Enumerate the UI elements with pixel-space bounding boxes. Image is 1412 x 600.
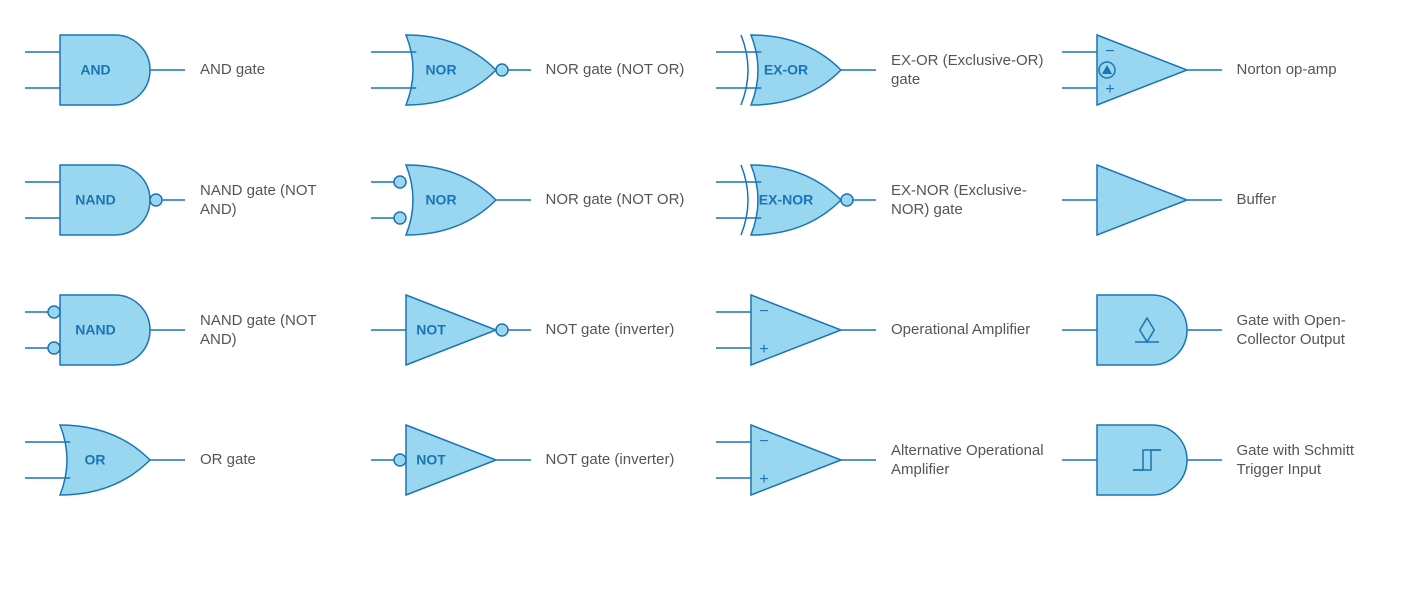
gate-symbol: NOR [366,150,536,250]
svg-text:EX-NOR: EX-NOR [759,192,813,208]
gate-description: AND gate [200,60,265,80]
svg-text:OR: OR [85,452,106,468]
svg-text:NOR: NOR [425,62,456,78]
gate-symbol: −+ [711,410,881,510]
gate-description: Buffer [1237,190,1277,210]
gate-description: Operational Amplifier [891,320,1030,340]
gate-buffer: Buffer [1057,150,1393,250]
gate-schmitt: Gate with Schmitt Trigger Input [1057,410,1393,510]
gate-symbol: NOT [366,280,536,380]
gate-symbol: OR [20,410,190,510]
gate-nand2: NAND NAND gate (NOT AND) [20,280,356,380]
gate-description: EX-OR (Exclusive-OR) gate [891,51,1047,90]
gate-opamp1: −+Operational Amplifier [711,280,1047,380]
svg-text:−: − [1105,43,1114,60]
svg-text:−: − [759,433,768,450]
svg-text:+: + [759,341,768,358]
gate-nand1: NAND NAND gate (NOT AND) [20,150,356,250]
gate-description: EX-NOR (Exclusive-NOR) gate [891,181,1047,220]
svg-text:NOR: NOR [425,192,456,208]
gate-opencol: Gate with Open-Collector Output [1057,280,1393,380]
gate-or: OR OR gate [20,410,356,510]
gate-and: AND AND gate [20,20,356,120]
gate-description: Gate with Schmitt Trigger Input [1237,441,1393,480]
svg-text:NOT: NOT [416,322,446,338]
gate-description: NAND gate (NOT AND) [200,311,356,350]
gate-symbol: NAND [20,150,190,250]
gate-symbol [1057,410,1227,510]
gate-symbol: NAND [20,280,190,380]
svg-text:+: + [759,471,768,488]
svg-text:+: + [1105,81,1114,98]
gate-symbol [1057,280,1227,380]
gate-nor1: NOR NOR gate (NOT OR) [366,20,702,120]
svg-text:−: − [759,303,768,320]
gate-symbol: EX-NOR [711,150,881,250]
gate-symbol [1057,150,1227,250]
logic-gate-grid: ANDAND gateNORNOR gate (NOT OR)EX-OREX-O… [20,20,1392,510]
gate-exor: EX-OR EX-OR (Exclusive-OR) gate [711,20,1047,120]
gate-description: NAND gate (NOT AND) [200,181,356,220]
gate-description: NOR gate (NOT OR) [546,190,685,210]
gate-symbol: −+ [711,280,881,380]
gate-symbol: NOR [366,20,536,120]
svg-text:AND: AND [80,62,110,78]
gate-norton: −+Norton op-amp [1057,20,1393,120]
svg-text:NAND: NAND [75,192,115,208]
svg-text:NAND: NAND [75,322,115,338]
gate-symbol: NOT [366,410,536,510]
gate-not1: NOT NOT gate (inverter) [366,280,702,380]
gate-description: Alternative Operational Amplifier [891,441,1047,480]
gate-exnor: EX-NOR EX-NOR (Exclusive-NOR) gate [711,150,1047,250]
gate-symbol: AND [20,20,190,120]
gate-description: NOR gate (NOT OR) [546,60,685,80]
gate-symbol: −+ [1057,20,1227,120]
gate-symbol: EX-OR [711,20,881,120]
gate-description: Gate with Open-Collector Output [1237,311,1393,350]
gate-nor2: NOR NOR gate (NOT OR) [366,150,702,250]
gate-description: NOT gate (inverter) [546,320,675,340]
gate-description: Norton op-amp [1237,60,1337,80]
svg-text:NOT: NOT [416,452,446,468]
svg-text:EX-OR: EX-OR [764,62,808,78]
gate-opamp2: −+Alternative Operational Amplifier [711,410,1047,510]
gate-description: NOT gate (inverter) [546,450,675,470]
gate-description: OR gate [200,450,256,470]
gate-not2: NOT NOT gate (inverter) [366,410,702,510]
